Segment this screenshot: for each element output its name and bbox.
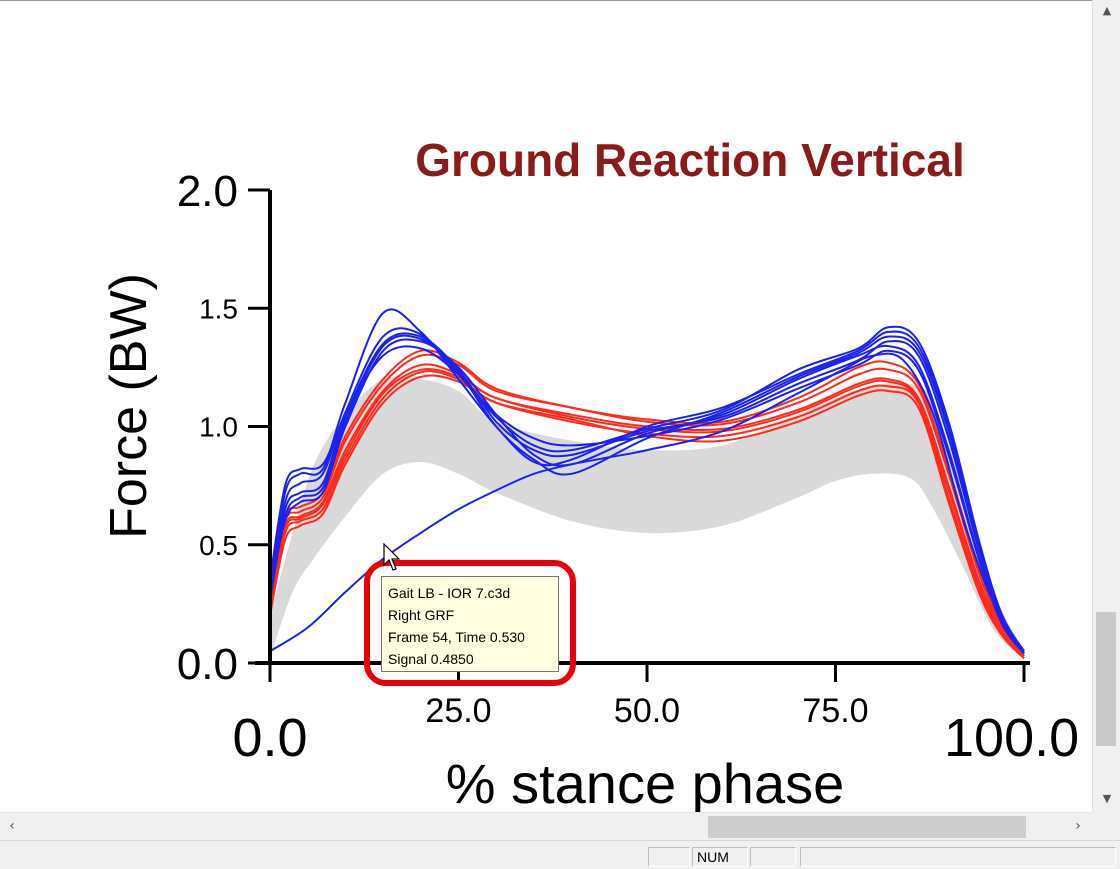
status-pane-num: NUM — [692, 847, 748, 867]
tooltip-file: Gait LB - IOR 7.c3d — [388, 585, 511, 601]
vertical-scroll-thumb[interactable] — [1096, 612, 1116, 746]
series-line-1[interactable] — [269, 363, 1025, 657]
vertical-scrollbar[interactable]: ▲ ▼ — [1092, 0, 1120, 812]
scroll-down-icon[interactable]: ▼ — [1102, 792, 1112, 805]
status-pane-4 — [800, 847, 1116, 867]
tooltip-highlight-ring — [364, 560, 576, 686]
grf-chart: 0.0 0.5 1.0 1.5 2.0 0.0 25.0 50.0 75.0 100.0 Grou… — [100, 134, 1079, 812]
ticks-layer: 0.0 0.5 1.0 1.5 2.0 0.0 25.0 50.0 75.0 100.0 — [177, 167, 1079, 768]
y-tick-label: 1.0 — [199, 412, 238, 443]
tooltip-frame-time: Frame 54, Time 0.530 — [388, 629, 525, 645]
y-axis-label: Force (BW) — [100, 273, 158, 539]
window-top-border — [0, 0, 1092, 1]
status-pane-3 — [750, 847, 796, 867]
y-tick-label: 0.0 — [177, 640, 238, 689]
tooltip-signal-value: Signal 0.4850 — [388, 651, 474, 667]
x-tick-label: 0.0 — [232, 708, 307, 768]
tooltip-signal-name: Right GRF — [388, 607, 455, 623]
x-tick-label: 25.0 — [425, 692, 491, 730]
x-tick-label: 75.0 — [802, 692, 868, 730]
data-tooltip: Gait LB - IOR 7.c3d Right GRF Frame 54, … — [381, 576, 559, 672]
status-bar: NUM — [0, 840, 1120, 869]
y-tick-label: 0.5 — [199, 530, 238, 561]
scroll-left-icon[interactable]: ‹ — [9, 818, 15, 834]
series-line-10[interactable] — [269, 345, 1025, 655]
series-line-3[interactable] — [269, 353, 1025, 655]
series-line-6[interactable] — [269, 368, 1025, 657]
status-pane-1 — [648, 847, 690, 867]
normal-range-band — [270, 376, 1024, 659]
x-tick-label: 50.0 — [614, 692, 680, 730]
series-line-7[interactable] — [269, 338, 1025, 655]
chart-title: Ground Reaction Vertical — [415, 134, 965, 186]
horizontal-scroll-thumb[interactable] — [708, 816, 1026, 838]
y-tick-label: 2.0 — [177, 167, 238, 216]
normal-band-layer — [270, 376, 1024, 659]
series-line-9[interactable] — [269, 332, 1025, 655]
y-tick-label: 1.5 — [199, 293, 238, 324]
x-axis-label: % stance phase — [446, 752, 844, 812]
scroll-up-icon[interactable]: ▲ — [1102, 4, 1112, 17]
scrollbar-corner — [1092, 812, 1120, 840]
mouse-pointer-icon — [383, 543, 401, 571]
series-line-12[interactable] — [269, 325, 1025, 652]
x-tick-label: 100.0 — [944, 708, 1079, 768]
series-line-11[interactable] — [269, 334, 1025, 652]
horizontal-scrollbar[interactable]: ‹ › — [0, 812, 1092, 840]
series-line-4[interactable] — [269, 374, 1025, 660]
scroll-right-icon[interactable]: › — [1075, 818, 1081, 834]
